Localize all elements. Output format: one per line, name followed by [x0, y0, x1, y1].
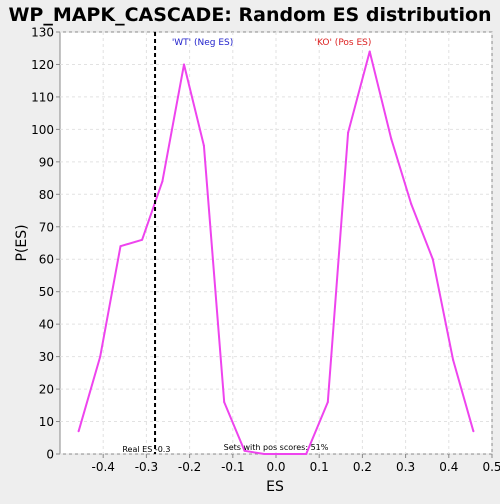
data-point [452, 358, 455, 361]
x-tick-label: -0.1 [221, 460, 244, 474]
y-tick-label: 90 [39, 155, 54, 169]
y-axis-label: P(ES) [14, 224, 30, 261]
data-point [202, 144, 205, 147]
y-tick-label: 60 [39, 253, 54, 267]
y-tick-label: 40 [39, 318, 54, 332]
y-tick-label: 10 [39, 415, 54, 429]
y-tick-label: 0 [46, 448, 54, 462]
data-point [368, 50, 371, 53]
pos-scores-annotation: Sets with pos scores: 51% [224, 443, 329, 452]
data-point [347, 131, 350, 134]
data-point [326, 401, 329, 404]
x-tick-label: -0.4 [91, 460, 114, 474]
x-tick-label: 0.5 [482, 460, 500, 474]
x-tick-label: 0.1 [310, 460, 329, 474]
data-point [390, 138, 393, 141]
x-tick-label: 0.4 [439, 460, 458, 474]
y-tick-label: 100 [31, 123, 54, 137]
data-point [77, 430, 80, 433]
data-point [99, 355, 102, 358]
y-tick-label: 50 [39, 285, 54, 299]
data-point [472, 430, 475, 433]
data-point [305, 453, 308, 455]
x-tick-label: -0.3 [135, 460, 158, 474]
chart-title: WP_MAPK_CASCADE: Random ES distribution [8, 4, 491, 26]
y-tick-label: 70 [39, 220, 54, 234]
gridlines [60, 31, 493, 455]
y-axis-ticks: 0 10 20 30 40 50 60 70 80 90 100 110 120 130 [31, 26, 60, 462]
data-point [243, 449, 246, 452]
real-es-annotation: Real ES -0.3 [122, 445, 170, 454]
x-axis-ticks: -0.4 -0.3 -0.2 -0.1 0.0 0.1 0.2 0.3 0.4 0.5 [91, 454, 500, 474]
x-axis-label: ES [266, 479, 284, 495]
data-point [223, 401, 226, 404]
x-tick-label: -0.2 [178, 460, 201, 474]
x-tick-label: 0.3 [396, 460, 415, 474]
es-distribution-line [77, 50, 475, 455]
data-point [431, 258, 434, 261]
neg-es-label: 'WT' (Neg ES) [172, 38, 233, 48]
y-tick-label: 30 [39, 350, 54, 364]
data-point [182, 63, 185, 66]
series-layer [77, 50, 475, 455]
data-point [410, 203, 413, 206]
data-point [119, 245, 122, 248]
x-tick-label: 0.2 [353, 460, 372, 474]
y-tick-label: 110 [31, 90, 54, 104]
y-tick-label: 120 [31, 58, 54, 72]
data-point [283, 453, 286, 455]
data-point [141, 238, 144, 241]
y-tick-label: 130 [31, 26, 54, 40]
x-tick-label: 0.0 [266, 460, 285, 474]
data-point [161, 180, 164, 183]
y-tick-label: 80 [39, 188, 54, 202]
data-point [263, 453, 266, 455]
y-tick-label: 20 [39, 383, 54, 397]
pos-es-label: 'KO' (Pos ES) [315, 38, 372, 48]
